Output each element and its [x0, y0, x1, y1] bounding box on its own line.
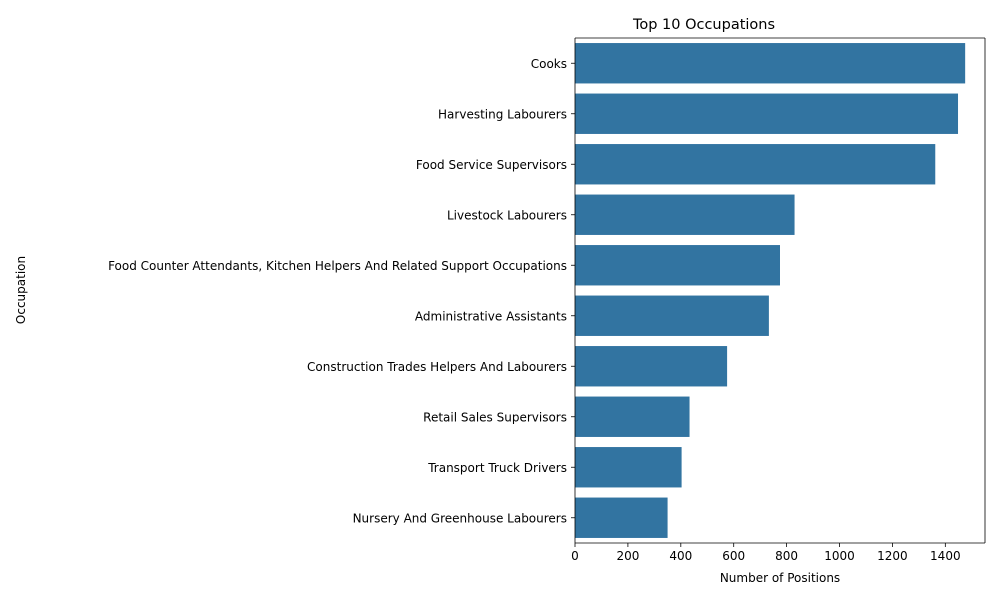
bar: [575, 93, 959, 134]
y-tick-layer: Cooks Harvesting Labourers Food Service Su…: [108, 57, 575, 525]
bar: [575, 194, 795, 235]
x-tick-label: 0: [571, 549, 579, 563]
x-axis-label: Number of Positions: [720, 571, 840, 585]
y-tick-label: Cooks: [531, 57, 567, 71]
y-tick-label: Livestock Labourers: [447, 208, 567, 222]
axes-frame: [574, 37, 986, 544]
bar: [575, 144, 936, 185]
x-tick-label: 1200: [877, 549, 908, 563]
bar: [575, 497, 668, 538]
x-tick-label: 400: [669, 549, 692, 563]
x-tick-label: 200: [616, 549, 639, 563]
bar: [575, 396, 690, 437]
y-tick-label: Retail Sales Supervisors: [423, 410, 567, 424]
bar: [575, 43, 966, 84]
bars-layer: [575, 43, 966, 538]
x-tick-label: 1400: [930, 549, 961, 563]
bar: [575, 346, 728, 387]
x-tick-label: 600: [722, 549, 745, 563]
bar: [575, 447, 682, 488]
y-tick-label: Administrative Assistants: [415, 309, 567, 323]
bar: [575, 295, 769, 336]
y-tick-label: Construction Trades Helpers And Labourer…: [307, 360, 567, 374]
x-tick-label: 800: [775, 549, 798, 563]
x-tick-label: 1000: [824, 549, 855, 563]
y-tick-label: Food Counter Attendants, Kitchen Helpers…: [108, 259, 567, 273]
y-axis-label: Occupation: [14, 256, 28, 324]
chart-title: Top 10 Occupations: [632, 17, 775, 33]
y-tick-label: Food Service Supervisors: [416, 158, 567, 172]
x-tick-layer: 0 200 400 600 800 1000 1200 1400: [571, 543, 961, 563]
bar: [575, 245, 780, 286]
y-tick-label: Nursery And Greenhouse Labourers: [353, 511, 567, 525]
y-tick-label: Transport Truck Drivers: [427, 461, 567, 475]
y-tick-label: Harvesting Labourers: [438, 107, 567, 121]
